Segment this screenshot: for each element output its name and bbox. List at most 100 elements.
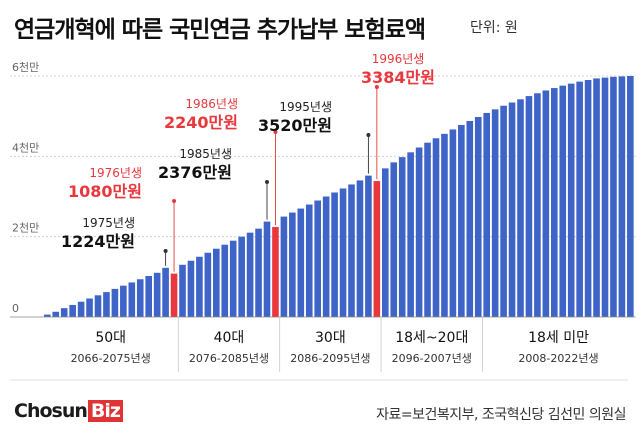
bar [500, 105, 507, 318]
bar [424, 142, 431, 317]
bar [297, 208, 305, 317]
bar [238, 236, 245, 317]
callout-amount: 1080만원 [68, 182, 142, 201]
bar [449, 129, 457, 317]
chart-title: 연금개혁에 따른 국민연금 추가납부 보험료액 [14, 17, 426, 43]
bar [508, 102, 516, 317]
callout-amount: 2240만원 [164, 113, 238, 132]
group-label: 18세 미만 [528, 330, 589, 346]
bar [280, 216, 288, 317]
bar [289, 212, 296, 317]
callout-dot [366, 133, 371, 137]
callout-dot [172, 199, 177, 203]
bar [382, 168, 389, 317]
bar [576, 81, 583, 317]
y-tick-label: 6천만 [12, 60, 39, 74]
callout-layer: 1975년생 1224만원 1976년생 1080만원 1985년생 2376만원 1986… [61, 52, 435, 272]
bar [542, 90, 550, 318]
bar [356, 180, 364, 317]
bar [246, 232, 254, 317]
y-tick-label: 0 [12, 302, 19, 315]
group-years: 2086-2095년생 [290, 352, 370, 365]
bar [458, 125, 465, 318]
bar [466, 120, 474, 317]
bar [162, 267, 169, 317]
bar [213, 248, 220, 317]
bar [491, 109, 499, 317]
bar [255, 228, 262, 317]
group-label: 18세~20대 [395, 330, 468, 346]
group-label: 40대 [214, 330, 245, 346]
bar [94, 295, 102, 317]
callout-year: 1976년생 [89, 166, 142, 180]
y-tick-label: 4천만 [12, 140, 39, 154]
bar [601, 77, 609, 318]
group-years: 2066-2075년생 [71, 352, 151, 365]
brand-logo: Chosun Biz [14, 400, 123, 422]
bar [145, 276, 152, 317]
callout-dot [273, 130, 278, 134]
bar [314, 200, 321, 317]
callout-year: 1986년생 [185, 97, 238, 111]
bar [60, 308, 68, 317]
callout-year: 1996년생 [372, 52, 425, 66]
callout-amount: 3520만원 [258, 116, 332, 135]
bar-layer [10, 76, 636, 318]
group-years: 2076-2085년생 [189, 352, 269, 365]
bar [398, 157, 406, 317]
bar [390, 162, 398, 317]
brand-suffix: Biz [87, 400, 123, 422]
callout-year: 1985년생 [179, 147, 232, 161]
callout-year: 1995년생 [279, 100, 332, 114]
callout-dot [265, 180, 269, 184]
bar [128, 282, 136, 317]
y-tick-label: 2천만 [12, 221, 39, 235]
callout-dot [163, 249, 168, 253]
bar [365, 175, 372, 317]
bar [525, 96, 533, 317]
bar [179, 264, 186, 317]
bar [263, 221, 271, 317]
group-label: 30대 [315, 330, 346, 346]
bar [103, 292, 110, 317]
bar [305, 204, 313, 317]
bar [77, 301, 85, 317]
bar [153, 272, 161, 317]
bar [44, 314, 51, 317]
bar [567, 83, 575, 317]
bar [441, 133, 448, 317]
bar [86, 298, 93, 317]
group-years: 2096-2007년생 [392, 352, 472, 365]
source-note: 자료=보건복지부, 조국혁신당 김선민 의원실 [376, 407, 626, 423]
bar [204, 252, 212, 317]
bar [120, 285, 127, 317]
bar [348, 184, 355, 317]
callout-dot [374, 85, 379, 89]
highlight-bar [373, 181, 381, 317]
highlight-bar [272, 227, 279, 317]
bar [229, 240, 237, 317]
bar [196, 256, 203, 317]
highlight-bar [170, 273, 178, 317]
unit-label: 단위: 원 [470, 20, 518, 36]
callout-amount: 2376만원 [158, 163, 232, 182]
bar [111, 288, 119, 317]
bar [331, 192, 338, 317]
bar [584, 80, 592, 318]
bar [474, 116, 482, 317]
bar [432, 138, 440, 317]
bar [610, 76, 617, 317]
bar [136, 279, 144, 317]
bar [618, 76, 626, 317]
bar [52, 311, 60, 317]
bar [627, 76, 634, 317]
bar [593, 78, 600, 317]
brand-name: Chosun [14, 400, 88, 422]
callout-year: 1975년생 [82, 216, 135, 230]
bar [534, 93, 541, 317]
bar [415, 147, 423, 317]
bar [69, 304, 76, 317]
group-layer: 50대 2066-2075년생 40대 2076-2085년생 30대 2086-2095… [10, 317, 628, 381]
callout-amount: 1224만원 [61, 232, 135, 251]
